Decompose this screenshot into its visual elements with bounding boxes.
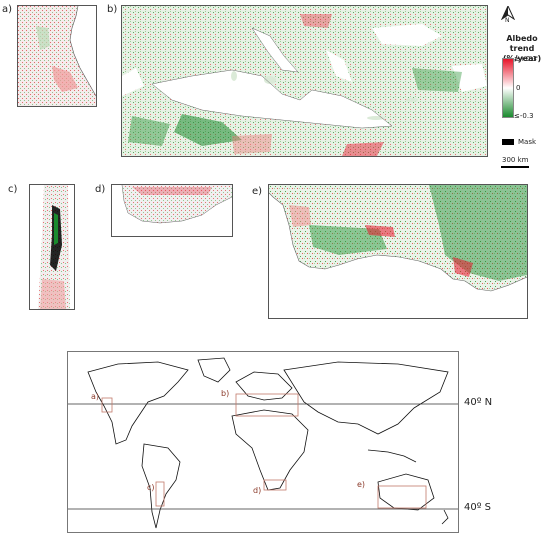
scale-bar [501,166,529,168]
legend-title: Albedo trend (%/year) [502,34,542,63]
lat-40s-label: 40º S [464,502,491,513]
world-label-e: e) [357,480,366,489]
panel-b-label: b) [107,4,118,15]
legend-mid-label: 0 [516,84,521,92]
panel-b-mediterranean-map [121,5,488,157]
legend-min-label: ≤-0.3 [514,112,534,120]
region-box-e [377,485,427,509]
region-box-b [235,393,299,417]
region-box-a [101,397,113,413]
scale-bar-label: 300 km [502,156,529,164]
mediterranean-albedo-map [122,6,487,156]
new-zealand-outline [441,509,449,525]
world-label-a: a) [91,392,100,401]
region-box-d [263,479,287,491]
legend-colorbar [502,58,514,118]
region-box-c [155,481,165,507]
legend-max-label: ≥+0.3 [514,55,537,63]
africa-outline [231,409,309,491]
world-label-d: d) [253,486,262,495]
panel-c-label: c) [8,184,18,195]
world-label-c: c) [147,483,155,492]
north-arrow-icon: N [500,4,516,25]
europe-outline [235,371,293,401]
panel-e-australia-map [268,184,528,319]
asia-outline [283,361,449,435]
indonesia-outline [367,449,417,463]
legend-mask-label: Mask [518,138,537,146]
world-outline-svg [68,357,458,529]
chile-albedo-map [38,185,70,309]
greenland-outline [197,357,231,383]
australia-albedo-map [269,185,527,292]
panel-e-label: e) [252,186,263,197]
south-america-outline [141,443,181,529]
lat-40n-label: 40º N [464,397,493,408]
panel-d-south-africa-map [111,184,233,237]
world-label-b: b) [221,389,230,398]
panel-c-chile-map [29,184,75,310]
california-albedo-map [18,6,96,106]
south-africa-albedo-map [121,185,232,224]
panel-a-california-map [17,5,97,107]
north-arrow-letter: N [505,17,510,24]
panel-a-label: a) [2,4,13,15]
world-overview-map: a) b) c) d) e) [67,351,459,533]
panel-d-label: d) [95,184,106,195]
legend-mask-swatch [502,139,514,145]
north-america-outline [87,361,189,445]
